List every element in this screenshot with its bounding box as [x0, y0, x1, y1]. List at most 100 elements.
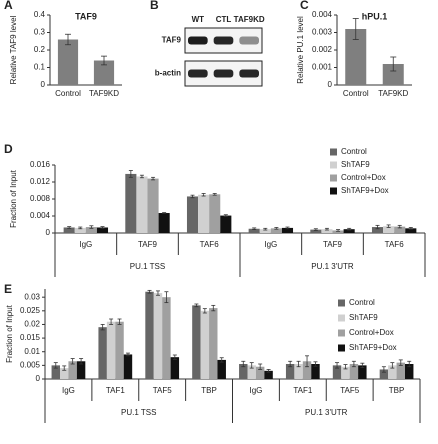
- error-bar: [360, 362, 365, 368]
- error-bar: [375, 224, 380, 230]
- bar: [383, 226, 395, 233]
- error-bar: [100, 226, 105, 229]
- error-bar: [151, 176, 156, 181]
- error-bar: [397, 224, 402, 229]
- x-tick-label: TAF9KD: [378, 89, 408, 98]
- y-tick-label: 0.015: [20, 333, 41, 342]
- bar: [153, 293, 163, 379]
- lane-label: WT: [192, 15, 205, 24]
- bar: [358, 365, 367, 379]
- legend-swatch: [338, 299, 345, 307]
- error-bar: [172, 354, 177, 360]
- bar: [198, 194, 210, 233]
- error-bar: [147, 289, 152, 294]
- x-tick-label: Control: [343, 89, 369, 98]
- bar: [388, 365, 397, 379]
- bar: [349, 364, 359, 379]
- x-tick-label: TAF9: [138, 240, 158, 249]
- error-bar: [101, 55, 107, 66]
- error-bar: [219, 357, 224, 363]
- error-bar: [211, 304, 216, 312]
- error-bar: [164, 291, 169, 304]
- x-tick-label: TAF5: [340, 386, 360, 395]
- bar: [220, 215, 232, 233]
- legend-swatch: [330, 187, 337, 195]
- bar: [68, 361, 77, 379]
- bar: [63, 227, 75, 233]
- error-bar: [347, 227, 352, 231]
- bar: [209, 308, 218, 379]
- error-bar: [258, 363, 263, 370]
- x-tick-label: Control: [55, 89, 81, 98]
- group-label: PU.1 3'UTR: [311, 262, 354, 271]
- y-tick-label: 0: [41, 80, 46, 89]
- error-bar: [249, 362, 254, 369]
- y-tick-label: 0.001: [312, 63, 333, 72]
- y-tick-label: 0.2: [34, 45, 46, 54]
- x-tick-label: TAF9KD: [89, 89, 119, 98]
- y-axis-label: Fraction of Input: [5, 304, 14, 363]
- bar: [186, 196, 199, 233]
- blot-row-label: b-actin: [155, 69, 181, 78]
- legend-swatch: [338, 329, 345, 337]
- error-bar: [89, 225, 94, 229]
- lane-label: TAF9KD: [234, 15, 265, 24]
- bar: [51, 365, 60, 379]
- error-bar: [263, 227, 268, 231]
- bar: [382, 64, 404, 85]
- error-bar: [352, 18, 359, 40]
- bar: [294, 364, 303, 379]
- error-bar: [53, 362, 58, 369]
- panel-letter: D: [4, 142, 13, 156]
- bar: [396, 362, 405, 379]
- y-tick-label: 0.025: [20, 306, 41, 315]
- error-bar: [223, 214, 228, 217]
- panel-letter: C: [300, 0, 309, 12]
- panel-letter: A: [4, 0, 13, 12]
- bar: [285, 364, 295, 379]
- error-bar: [194, 303, 199, 308]
- blot-band: [188, 69, 208, 78]
- bar: [76, 361, 86, 379]
- chart-title: hPU.1: [362, 11, 388, 21]
- panel-letter: E: [4, 282, 12, 296]
- bar: [96, 227, 109, 233]
- y-tick-label: 0.03: [24, 292, 40, 301]
- legend-label: Control+Dox: [341, 173, 386, 182]
- legend-swatch: [338, 314, 345, 322]
- bar: [217, 359, 226, 379]
- bar: [147, 178, 159, 233]
- y-tick-label: 0: [46, 228, 51, 237]
- y-tick-label: 0: [36, 374, 41, 383]
- error-bar: [266, 369, 271, 373]
- error-bar: [70, 358, 75, 365]
- bar: [405, 364, 414, 379]
- error-bar: [335, 362, 340, 369]
- group-label: PU.1 TSS: [121, 408, 156, 417]
- y-tick-label: 0.012: [30, 177, 51, 186]
- y-tick-label: 0.008: [30, 194, 51, 203]
- error-bar: [67, 226, 72, 229]
- bar: [170, 357, 180, 379]
- error-bar: [139, 174, 144, 179]
- error-bar: [65, 33, 71, 46]
- error-bar: [313, 361, 318, 367]
- blot-band: [213, 69, 234, 78]
- error-bar: [78, 226, 83, 230]
- error-bar: [390, 362, 395, 369]
- error-bar: [79, 358, 84, 365]
- legend-label: Control: [341, 147, 367, 156]
- chart-title: TAF9: [75, 11, 97, 21]
- bar: [247, 365, 256, 379]
- bar: [60, 368, 69, 379]
- y-tick-label: 0.002: [312, 45, 333, 54]
- blot-band: [239, 69, 259, 78]
- error-bar: [190, 194, 195, 199]
- error-bar: [212, 193, 217, 196]
- lane-label: CTL: [216, 15, 232, 24]
- y-axis-label: Relative PU.1 level: [296, 16, 305, 84]
- error-bar: [285, 226, 290, 230]
- error-bar: [241, 360, 246, 368]
- error-bar: [252, 227, 257, 231]
- bar: [162, 297, 171, 379]
